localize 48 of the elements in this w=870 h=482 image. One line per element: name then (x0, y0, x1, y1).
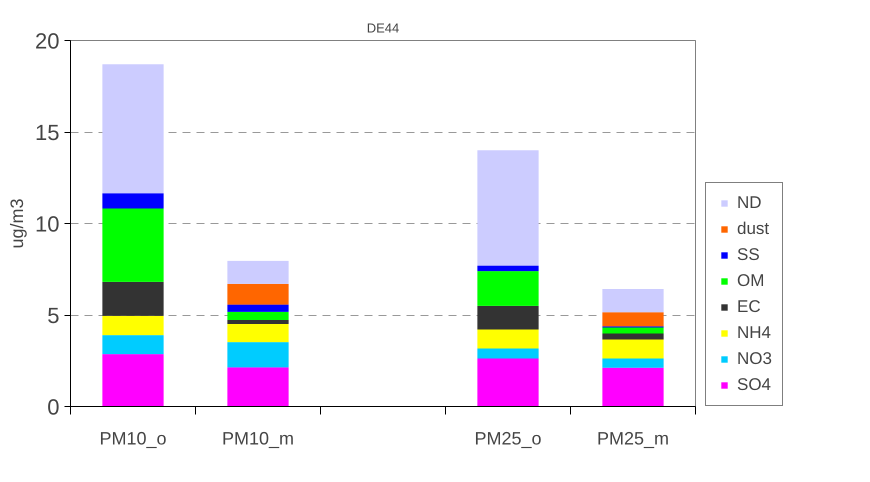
x-tick-label: PM25_m (596, 428, 670, 448)
legend-label: EC (737, 297, 761, 317)
bar (227, 260, 289, 284)
bar (602, 289, 664, 312)
bar (602, 327, 664, 334)
bar (477, 271, 539, 306)
bar (227, 284, 289, 305)
legend-label: ND (737, 193, 762, 213)
legend-label: OM (737, 271, 764, 291)
bar (102, 354, 164, 406)
bar (227, 304, 289, 312)
bar (602, 358, 664, 368)
bar (102, 282, 164, 316)
bar (477, 306, 539, 330)
x-tick-label: PM10_o (99, 428, 167, 448)
bar (477, 150, 539, 266)
bar (227, 367, 289, 406)
y-tick-label: 0 (47, 394, 60, 420)
bar (227, 320, 289, 324)
x-tick-label: PM25_o (474, 428, 542, 448)
bar (227, 312, 289, 320)
bar (477, 348, 539, 359)
bar (102, 193, 164, 208)
x-tick-label: PM10_m (222, 428, 294, 448)
bar (102, 208, 164, 282)
bar (102, 64, 164, 194)
bar (602, 368, 664, 406)
y-tick-label: 20 (35, 28, 60, 54)
legend-label: dust (737, 219, 770, 239)
legend-label: NO3 (737, 349, 772, 369)
legend-label: SS (737, 245, 760, 265)
bar (602, 333, 664, 340)
y-tick-label: 15 (35, 120, 60, 145)
bar (102, 316, 164, 336)
bar (477, 358, 539, 406)
bar (477, 266, 539, 272)
bar (602, 312, 664, 326)
bar (602, 340, 664, 359)
bar (227, 342, 289, 368)
y-tick-label: 10 (35, 212, 60, 236)
y-axis-title: ug/m3 (7, 198, 28, 249)
bar (102, 335, 164, 354)
bar (227, 324, 289, 342)
chart-title: DE44 (366, 20, 400, 36)
legend-label: SO4 (737, 375, 772, 395)
bar (477, 329, 539, 348)
y-tick-label: 5 (47, 303, 60, 328)
legend-label: NH4 (737, 323, 772, 343)
